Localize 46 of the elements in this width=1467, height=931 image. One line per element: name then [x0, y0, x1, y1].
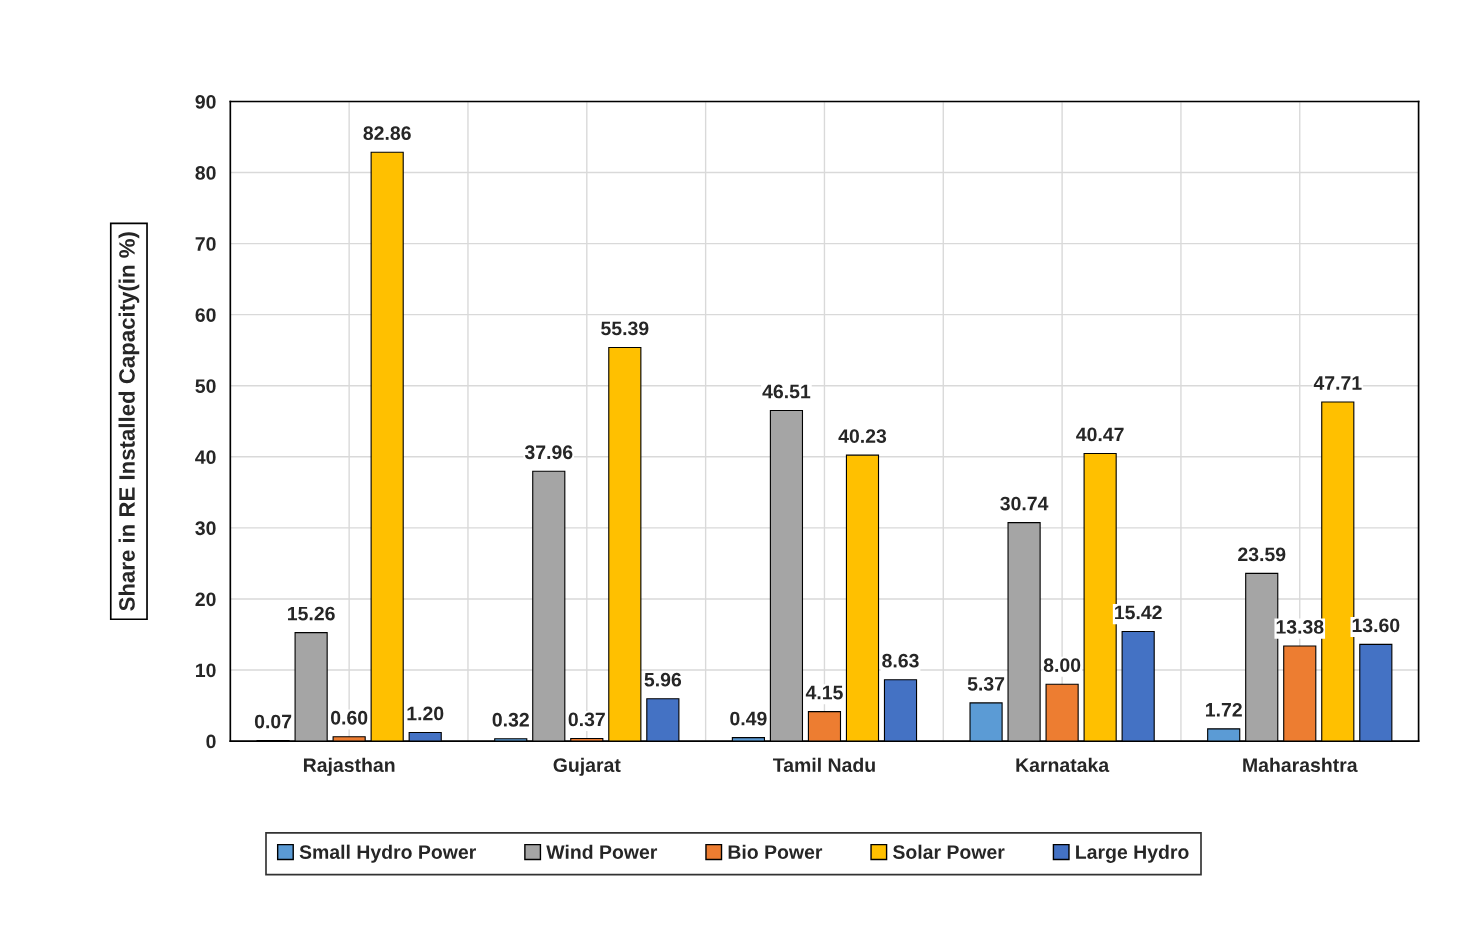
y-tick-label: 80	[195, 166, 216, 180]
legend-label: Large Hydro	[1076, 844, 1189, 863]
legend-label: Wind Power	[546, 844, 658, 859]
data-label: 55.39	[601, 321, 649, 336]
x-tick-label: Karnataka	[1016, 757, 1110, 773]
data-label: 40.23	[838, 429, 887, 444]
data-label: 4.15	[805, 685, 843, 700]
data-label: 5.37	[967, 676, 1005, 691]
legend-label: Bio Power	[728, 844, 823, 859]
y-tick-label: 60	[195, 308, 216, 322]
data-label: 13.38	[1276, 620, 1324, 634]
y-tick-label: 90	[195, 94, 216, 109]
data-label: 1.20	[407, 706, 444, 721]
y-tick-label: 40	[195, 450, 216, 465]
legend-label: Solar Power	[892, 844, 1005, 859]
data-label: 30.74	[1000, 496, 1049, 511]
y-tick-label: 10	[196, 663, 216, 678]
y-tick-label: 50	[195, 379, 216, 393]
data-label: 23.59	[1238, 547, 1286, 562]
data-label: 82.86	[363, 126, 411, 141]
y-tick-label: 20	[195, 592, 216, 607]
data-label: 0.07	[254, 714, 292, 729]
data-label: 37.96	[524, 445, 573, 460]
data-label: 0.32	[492, 712, 529, 727]
x-tick-label: Rajasthan	[303, 757, 395, 776]
data-label: 8.63	[882, 653, 919, 668]
data-label: 0.60	[330, 710, 368, 725]
y-tick-label: 0	[206, 734, 216, 749]
data-label: 13.60	[1352, 618, 1400, 633]
data-label: 47.71	[1313, 376, 1362, 390]
y-tick-label: 70	[195, 237, 216, 251]
x-tick-label: Maharashtra	[1243, 757, 1358, 773]
data-label: 15.42	[1115, 605, 1162, 620]
legend-label: Small Hydro Power	[299, 844, 476, 863]
data-label: 5.96	[644, 672, 682, 687]
data-label: 0.37	[568, 712, 605, 727]
data-label: 8.00	[1043, 658, 1081, 673]
x-tick-label: Tamil Nadu	[772, 757, 875, 773]
data-label: 40.47	[1076, 427, 1124, 442]
data-label: 15.26	[288, 606, 335, 621]
data-label: 0.49	[730, 711, 767, 726]
data-label: 1.72	[1206, 702, 1242, 717]
x-tick-label: Gujarat	[553, 757, 621, 776]
data-label: 46.51	[762, 384, 811, 399]
y-tick-label: 30	[195, 521, 216, 536]
y-axis-title: Share in RE Installed Capacity(in %)	[118, 232, 140, 611]
